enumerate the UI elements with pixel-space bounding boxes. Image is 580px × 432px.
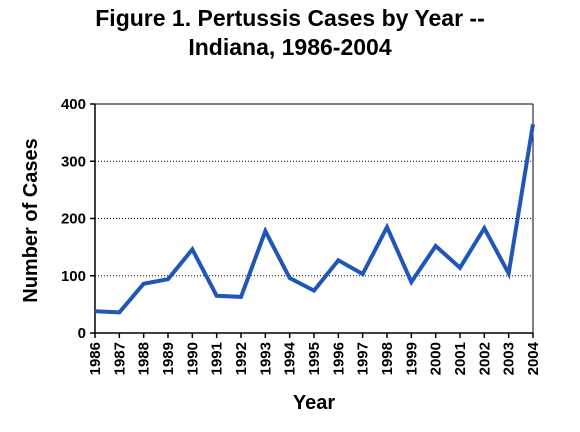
x-tick-label-1997: 1997	[355, 342, 372, 375]
x-tick-label-2001: 2001	[452, 342, 469, 375]
y-axis-title: Number of Cases	[20, 138, 42, 303]
data-point-1990	[191, 248, 193, 250]
y-tick-label-400: 400	[61, 96, 86, 113]
x-tick-label-2000: 2000	[428, 342, 445, 375]
x-tick-label-2004: 2004	[525, 341, 542, 375]
gridlines	[95, 160, 533, 277]
data-point-2003	[508, 272, 510, 274]
x-tick-label-1999: 1999	[403, 342, 420, 375]
data-point-1999	[410, 281, 412, 283]
x-tick-label-1991: 1991	[209, 342, 226, 375]
data-point-1986	[94, 310, 96, 312]
data-point-1994	[289, 277, 291, 279]
chart-title: Figure 1. Pertussis Cases by Year -- Ind…	[0, 4, 580, 62]
data-point-1989	[167, 278, 169, 280]
x-tick-label-1990: 1990	[184, 342, 201, 375]
data-point-1992	[240, 296, 242, 298]
y-tick-label-100: 100	[61, 268, 86, 285]
data-point-2002	[483, 227, 485, 229]
x-tick-label-1996: 1996	[330, 342, 347, 375]
data-point-2000	[435, 245, 437, 247]
x-tick-label-1992: 1992	[233, 342, 250, 375]
data-point-1991	[216, 295, 218, 297]
x-tick-label-1995: 1995	[306, 342, 323, 375]
data-point-2001	[459, 267, 461, 269]
x-tick-label-1993: 1993	[257, 342, 274, 375]
y-tick-label-200: 200	[61, 211, 86, 228]
data-point-1998	[386, 226, 388, 228]
data-point-1996	[337, 259, 339, 261]
x-tick-label-1989: 1989	[160, 342, 177, 375]
data-point-1997	[362, 273, 364, 275]
x-tick-label-1994: 1994	[282, 341, 299, 375]
y-axis-ticks: 0 100 200 300 400	[61, 96, 95, 342]
x-tick-label-2003: 2003	[501, 342, 518, 375]
x-tick-label-1986: 1986	[87, 342, 104, 375]
series	[94, 123, 535, 315]
data-point-2004	[532, 123, 534, 125]
x-tick-label-2002: 2002	[476, 342, 493, 375]
x-tick-label-1988: 1988	[136, 342, 153, 375]
chart-title-line-2: Indiana, 1986-2004	[188, 34, 392, 60]
chart-title-line-1: Figure 1. Pertussis Cases by Year --	[95, 5, 485, 31]
x-tick-label-1998: 1998	[379, 342, 396, 375]
x-axis-title: Year	[293, 392, 335, 414]
y-tick-label-300: 300	[61, 153, 86, 170]
x-tick-label-1987: 1987	[111, 342, 128, 375]
y-tick-label-0: 0	[78, 325, 86, 342]
x-axis-ticks: 1986 1987 1988 1989 1990 1991 1992 1993 1994 1995…	[87, 333, 542, 375]
data-point-1987	[118, 311, 120, 313]
data-point-1995	[313, 290, 315, 292]
data-point-1993	[264, 230, 266, 232]
data-point-1988	[143, 283, 145, 285]
